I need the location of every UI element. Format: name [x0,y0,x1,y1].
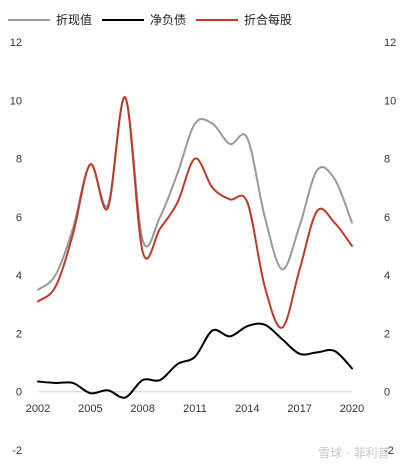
y-tick-label-right: 8 [384,154,390,166]
y-tick-label-left: 2 [16,328,22,340]
series-layer [37,96,353,399]
y-tick-label-right: 2 [384,328,390,340]
y-axis-left-ticks: 12 10 8 6 4 2 0 -2 [10,37,22,457]
legend-item-discounted-value: 折现值 [8,12,92,27]
series-line-net-debt [37,322,353,399]
y-tick-label-right: 6 [384,212,390,224]
x-tick-label: 2008 [130,403,154,415]
x-axis-ticks: 2002 2005 2008 2011 2014 2017 2020 [26,403,364,415]
x-tick-label: 2011 [183,403,207,415]
y-tick-label-left: -2 [12,445,22,457]
y-tick-label-left: 4 [16,270,22,282]
y-tick-label-right: 0 [384,387,390,399]
legend-item-net-debt: 净负债 [102,13,186,27]
y-tick-label-right: 4 [384,270,390,282]
y-tick-label-right: 12 [384,37,396,49]
legend-label-net-debt: 净负债 [150,13,186,27]
y-tick-label-left: 12 [10,37,22,49]
legend-label-discounted-value: 折现值 [56,12,92,27]
x-tick-label: 2014 [235,403,259,415]
y-axis-right-ticks: 12 10 8 6 4 2 0 -2 [384,37,396,457]
legend: 折现值 净负债 折合每股 [8,12,292,27]
x-tick-label: 2005 [78,403,102,415]
y-tick-label-left: 10 [10,95,22,107]
x-tick-label: 2020 [340,403,364,415]
legend-label-per-share: 折合每股 [244,12,292,27]
x-tick-label: 2017 [287,403,311,415]
series-line-per-share [37,96,353,329]
y-tick-label-right: -2 [384,445,394,457]
y-tick-label-left: 6 [16,212,22,224]
legend-item-per-share: 折合每股 [196,12,292,27]
y-tick-label-left: 8 [16,154,22,166]
watermark: 雪球 · 菲利普 [318,446,389,460]
y-tick-label-right: 10 [384,95,396,107]
x-tick-label: 2002 [26,403,50,415]
y-tick-label-left: 0 [16,387,22,399]
series-line-discounted-value [37,96,353,291]
